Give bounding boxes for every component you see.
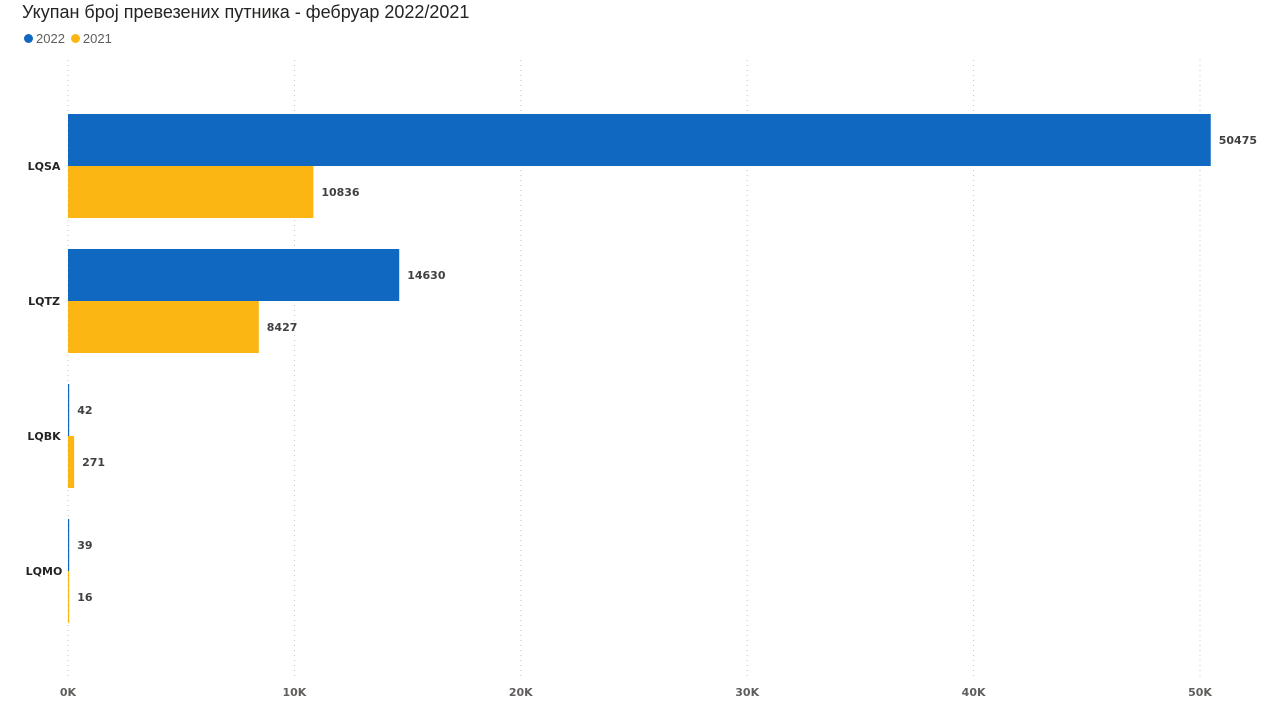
data-label-lqmo-2021: 16 [77,591,93,604]
x-tick-label-20K: 20K [509,686,533,699]
chart-title: Укупан број превезених путника - фебруар… [22,2,470,22]
legend-dot-2021 [70,34,80,43]
legend-label-2022: 2022 [36,31,65,46]
category-label-lqmo: LQMO [26,565,63,578]
bar-lqmo-2021 [68,571,70,623]
legend-item-2021[interactable]: 2021 [70,31,112,46]
data-label-lqtz-2022: 14630 [407,269,446,282]
data-label-lqmo-2022: 39 [77,539,92,552]
bar-lqmo-2022 [68,519,70,571]
bar-lqtz-2022 [68,249,400,301]
bar-lqbk-2021 [68,436,75,488]
x-tick-label-0K: 0K [60,686,77,699]
bar-lqbk-2022 [68,384,70,436]
x-tick-label-30K: 30K [735,686,759,699]
category-label-lqtz: LQTZ [28,295,60,308]
data-label-lqbk-2022: 42 [77,404,92,417]
category-label-lqbk: LQBK [27,430,61,443]
category-label-lqsa: LQSA [28,160,61,173]
data-label-lqsa-2021: 10836 [321,186,360,199]
data-label-lqsa-2022: 50475 [1219,134,1257,147]
legend-label-2021: 2021 [82,31,112,46]
legend-item-2022[interactable]: 2022 [24,31,65,46]
bar-lqtz-2021 [68,301,259,353]
x-tick-label-50K: 50K [1188,686,1212,699]
x-tick-label-40K: 40K [962,686,986,699]
legend-dot-2022 [24,34,33,43]
x-tick-label-10K: 10K [282,686,306,699]
data-label-lqbk-2021: 271 [82,456,105,469]
legend: 2022 2021 [24,31,118,46]
bar-lqsa-2022 [68,114,1211,166]
data-label-lqtz-2021: 8427 [267,321,298,334]
bar-lqsa-2021 [68,166,314,218]
